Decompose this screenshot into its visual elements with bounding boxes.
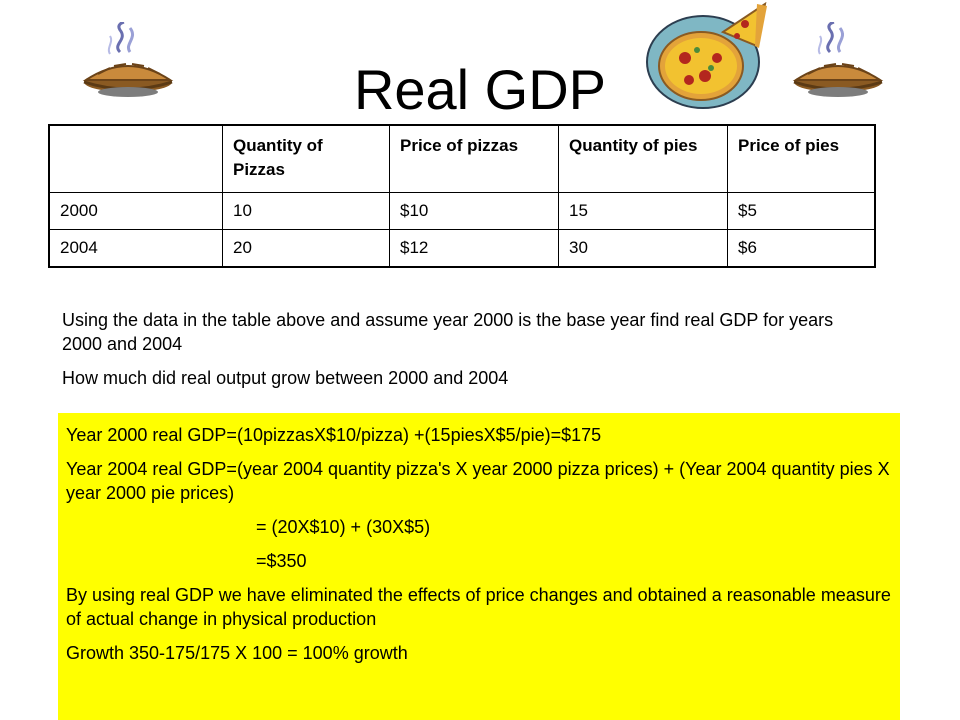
table-header-row: Quantity of Pizzas Price of pizzas Quant… xyxy=(48,124,876,193)
answer-line: By using real GDP we have eliminated the… xyxy=(66,585,891,629)
table-cell: 10 xyxy=(222,192,390,230)
table-cell: $6 xyxy=(727,229,876,268)
table-cell: $12 xyxy=(389,229,559,268)
table-cell: $10 xyxy=(389,192,559,230)
answer-line: Year 2004 real GDP=(year 2004 quantity p… xyxy=(66,459,890,503)
answer-box: Year 2000 real GDP=(10pizzasX$10/pizza) … xyxy=(58,413,900,720)
gdp-data-table: Quantity of Pizzas Price of pizzas Quant… xyxy=(48,124,876,268)
question-line: Using the data in the table above and as… xyxy=(62,310,834,354)
answer-line: = (20X$10) + (30X$5) xyxy=(256,517,431,537)
table-cell: 20 xyxy=(222,229,390,268)
answer-line: =$350 xyxy=(256,551,307,571)
question-line: How much did real output grow between 20… xyxy=(62,368,509,388)
pie-icon xyxy=(792,20,884,97)
table-header-cell: Price of pizzas xyxy=(389,124,559,193)
table-header-cell: Quantity of pies xyxy=(558,124,728,193)
table-cell: 2000 xyxy=(48,192,223,230)
table-row: 2000 10 $10 15 $5 xyxy=(48,192,876,230)
table-cell: 15 xyxy=(558,192,728,230)
table-cell: $5 xyxy=(727,192,876,230)
answer-line: Growth 350-175/175 X 100 = 100% growth xyxy=(66,643,408,663)
pie-icon xyxy=(82,20,174,97)
table-cell: 30 xyxy=(558,229,728,268)
table-row: 2004 20 $12 30 $6 xyxy=(48,229,876,268)
pizza-icon xyxy=(646,1,767,109)
table-header-cell xyxy=(48,124,223,193)
pie-image-left xyxy=(80,20,176,104)
table-cell: 2004 xyxy=(48,229,223,268)
table-header-cell: Price of pies xyxy=(727,124,876,193)
table-header-cell: Quantity of Pizzas xyxy=(222,124,390,193)
answer-line: Year 2000 real GDP=(10pizzasX$10/pizza) … xyxy=(66,425,602,445)
pie-image-right xyxy=(790,20,886,104)
pizza-image xyxy=(645,1,770,112)
question-text: Using the data in the table above and as… xyxy=(62,308,862,400)
slide-title: Real GDP xyxy=(353,58,607,121)
